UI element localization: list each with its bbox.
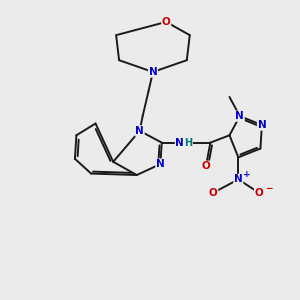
Text: O: O bbox=[209, 188, 218, 198]
Text: O: O bbox=[202, 161, 210, 171]
Text: O: O bbox=[255, 188, 263, 198]
Text: N: N bbox=[156, 159, 165, 169]
Text: N: N bbox=[234, 174, 243, 184]
Text: −: − bbox=[265, 184, 272, 194]
Text: N: N bbox=[135, 126, 144, 136]
Text: N: N bbox=[257, 120, 266, 130]
Text: H: H bbox=[184, 138, 192, 148]
Text: O: O bbox=[162, 17, 171, 27]
Text: N: N bbox=[236, 111, 244, 121]
Text: N: N bbox=[148, 67, 157, 77]
Text: +: + bbox=[243, 169, 250, 178]
Text: N: N bbox=[175, 138, 184, 148]
